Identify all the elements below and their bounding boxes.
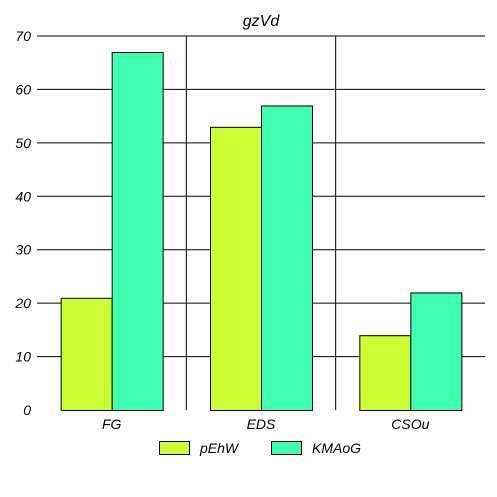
y-tick-label: 70 xyxy=(15,28,31,44)
y-tick-label: 50 xyxy=(15,135,31,151)
x-tick-label: EDS xyxy=(247,416,276,432)
y-tick-label: 40 xyxy=(15,188,31,204)
legend-label: KMAoG xyxy=(312,440,361,456)
legend-swatch xyxy=(271,441,302,455)
y-tick-label: 10 xyxy=(15,349,31,365)
x-tick-label: CSOu xyxy=(391,416,429,432)
chart-title: gzVd xyxy=(243,13,281,30)
bar-KMAoG-FG xyxy=(111,52,164,412)
y-tick-label: 60 xyxy=(15,81,31,97)
legend-swatch xyxy=(159,441,190,455)
y-tick-label: 30 xyxy=(15,242,31,258)
bar-pEhW-CSOu xyxy=(359,335,412,412)
legend-label: pEhW xyxy=(199,440,240,456)
bar-pEhW-FG xyxy=(60,297,113,411)
bar-KMAoG-EDS xyxy=(261,105,313,411)
y-tick-label: 0 xyxy=(23,402,31,418)
y-tick-label: 20 xyxy=(14,295,31,311)
y-axis-tick-labels: 0 10 20 30 40 50 60 70 xyxy=(14,28,31,418)
bar-pEhW-EDS xyxy=(210,126,262,411)
x-axis-tick-labels: FG EDS CSOu xyxy=(102,416,430,432)
x-tick-label: FG xyxy=(102,416,122,432)
bar-KMAoG-CSOu xyxy=(410,292,463,412)
bars-group xyxy=(60,52,463,412)
legend: pEhW KMAoG xyxy=(159,440,361,456)
